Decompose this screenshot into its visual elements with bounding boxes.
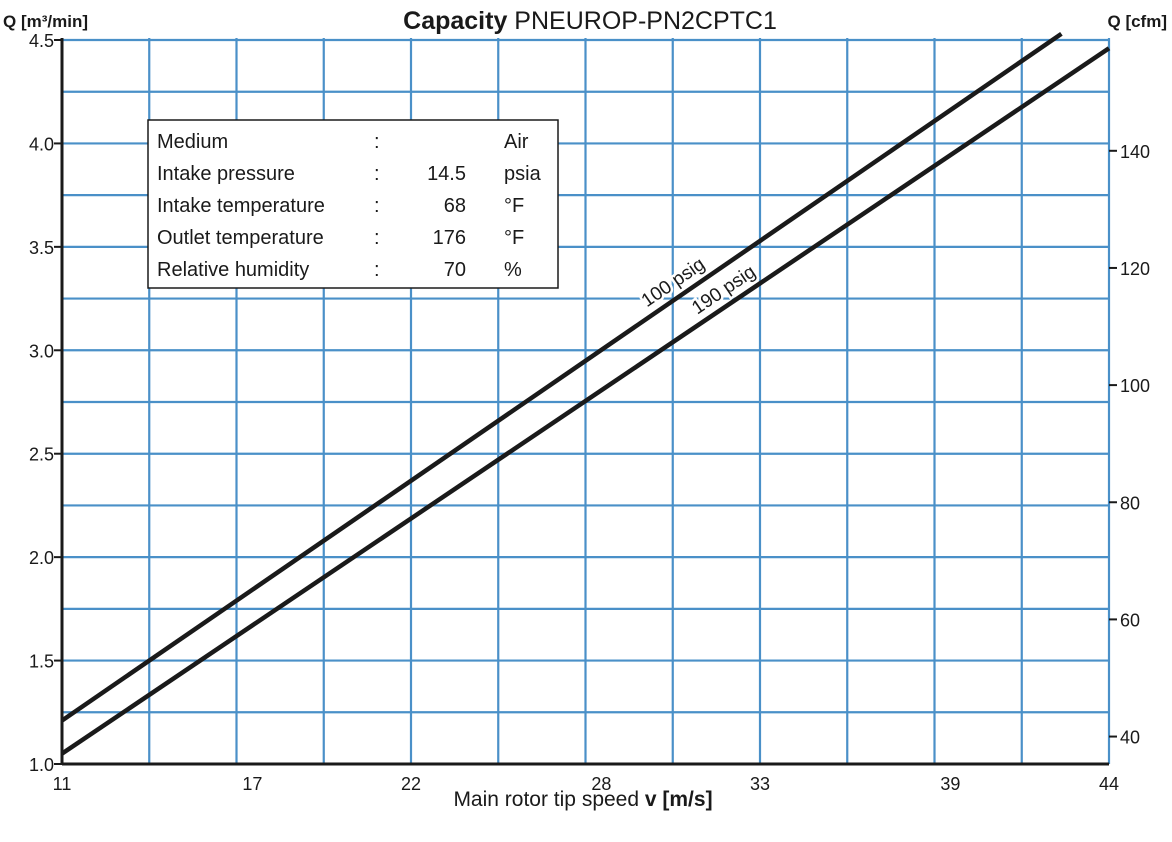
y-right-tick-label: 80: [1120, 493, 1140, 513]
axes: [60, 38, 1109, 766]
x-axis-label-bold: v [m/s]: [645, 788, 713, 811]
chart-title-bold: Capacity: [403, 7, 507, 35]
x-tick-label: 22: [401, 774, 421, 794]
conditions-separator: :: [374, 227, 380, 249]
conditions-label: Intake pressure: [157, 163, 295, 185]
ticks: 1.0 1.5 2.0 2.5 3.0 3.5 4.0 4.5 40 60 80 100 120 140 1…: [29, 31, 1150, 794]
y-left-tick-label: 2.5: [29, 445, 54, 465]
y-left-tick-label: 3.5: [29, 238, 54, 258]
y-left-tick-label: 1.5: [29, 652, 54, 672]
conditions-box-frame: [147, 119, 559, 289]
conditions-unit: °F: [504, 195, 524, 217]
conditions-separator: :: [374, 131, 380, 153]
y-left-tick-label: 2.0: [29, 548, 54, 568]
conditions-separator: :: [374, 195, 380, 217]
conditions-value: 68: [444, 195, 466, 217]
y-right-tick-label: 40: [1120, 728, 1140, 748]
conditions-value: 70: [444, 259, 466, 281]
conditions-unit: Air: [504, 131, 529, 153]
chart-title: Capacity PNEUROP-PN2CPTC1: [403, 7, 777, 35]
x-axis-label-prefix: Main rotor tip speed: [453, 788, 644, 811]
series-line: [60, 31, 1063, 723]
conditions-value: 14.5: [427, 163, 466, 185]
x-tick-label: 33: [750, 774, 770, 794]
conditions-unit: psia: [504, 163, 542, 185]
chart-title-rest: PNEUROP-PN2CPTC1: [507, 7, 777, 35]
y-left-tick-label: 1.0: [29, 755, 54, 775]
conditions-label: Medium: [157, 131, 228, 153]
conditions-separator: :: [374, 163, 380, 185]
conditions-unit: %: [504, 259, 522, 281]
conditions-label: Outlet temperature: [157, 227, 324, 249]
x-tick-label: 44: [1099, 774, 1119, 794]
x-tick-label: 39: [940, 774, 960, 794]
grid: [62, 38, 1111, 764]
x-tick-label: 11: [53, 774, 72, 794]
conditions-separator: :: [374, 259, 380, 281]
y-right-tick-label: 140: [1120, 142, 1150, 162]
y-left-tick-label: 3.0: [29, 341, 54, 361]
y-axis-left-label: Q [m³/min]: [3, 12, 88, 31]
y-right-tick-label: 60: [1120, 610, 1140, 630]
y-left-tick-label: 4.0: [29, 134, 54, 154]
y-right-tick-label: 100: [1120, 376, 1150, 396]
x-axis-label: Main rotor tip speed v [m/s]: [453, 788, 712, 811]
conditions-box: Medium: Air Intake pressure: 14.5 psia Intake…: [147, 119, 559, 289]
y-axis-right-label: Q [cfm]: [1108, 12, 1168, 31]
y-left-tick-label: 4.5: [29, 31, 54, 51]
x-tick-label: 28: [591, 774, 611, 794]
y-right-tick-label: 120: [1120, 259, 1150, 279]
x-tick-label: 17: [242, 774, 262, 794]
conditions-value: 176: [433, 227, 466, 249]
conditions-label: Relative humidity: [157, 259, 309, 281]
series-line: [60, 46, 1111, 756]
conditions-label: Intake temperature: [157, 195, 325, 217]
conditions-unit: °F: [504, 227, 524, 249]
